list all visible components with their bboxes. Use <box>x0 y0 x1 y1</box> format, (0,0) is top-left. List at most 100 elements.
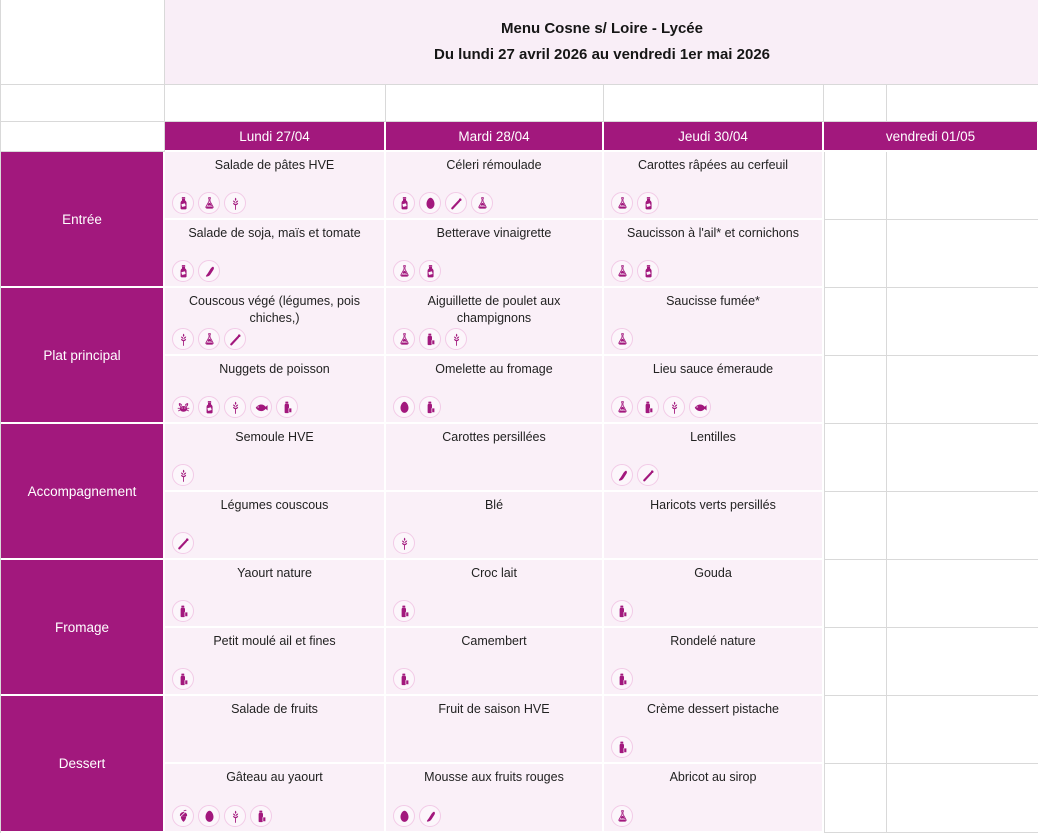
menu-item-text: Fruit de saison HVE <box>438 702 550 716</box>
empty-cell <box>604 85 824 122</box>
menu-cell: Saucisse fumée* SO₂ <box>604 288 824 356</box>
allergen-icons: SO₂ <box>611 192 659 214</box>
gluten-wheat-icon <box>224 805 246 827</box>
empty-cell <box>824 424 887 492</box>
menu-cell: Croc lait <box>386 560 604 628</box>
menu-cell: Petit moulé ail et fines <box>165 628 386 696</box>
sulfites-flask-icon: SO₂ <box>471 192 493 214</box>
fish-icon <box>250 396 272 418</box>
gluten-wheat-icon <box>224 192 246 214</box>
sulfites-flask-icon: SO₂ <box>611 192 633 214</box>
menu-item-text: Saucisson à l'ail* et cornichons <box>627 226 799 240</box>
milk-icon <box>611 600 633 622</box>
menu-cell: Saucisson à l'ail* et cornichons SO₂ <box>604 220 824 288</box>
menu-cell: Lieu sauce émeraude SO₂ <box>604 356 824 424</box>
allergen-icons: SO₂ <box>172 328 246 350</box>
allergen-icons <box>393 600 415 622</box>
soy-pod-icon <box>419 805 441 827</box>
empty-cell <box>824 220 887 288</box>
menu-cell: Salade de pâtes HVE SO₂ <box>165 152 386 220</box>
allergen-icons <box>611 600 633 622</box>
svg-text:SO₂: SO₂ <box>620 340 626 344</box>
day-header-spacer <box>1 122 165 152</box>
menu-cell: Céleri rémoulade SO₂ <box>386 152 604 220</box>
sulfites-flask-icon: SO₂ <box>393 328 415 350</box>
menu-item-text: Gâteau au yaourt <box>226 770 323 784</box>
mustard-bottle-icon <box>198 396 220 418</box>
category-label-accompagnement: Accompagnement <box>1 424 165 560</box>
allergen-icons <box>172 532 194 554</box>
day-header-lundi: Lundi 27/04 <box>165 122 386 152</box>
empty-cell <box>887 85 1038 122</box>
svg-text:SO₂: SO₂ <box>402 340 408 344</box>
svg-text:SO₂: SO₂ <box>207 340 213 344</box>
crab-icon <box>172 396 194 418</box>
sulfites-flask-icon: SO₂ <box>198 328 220 350</box>
sulfites-flask-icon: SO₂ <box>611 396 633 418</box>
menu-item-text: Camembert <box>461 634 527 648</box>
sulfites-flask-icon: SO₂ <box>198 192 220 214</box>
menu-item-text: Légumes couscous <box>220 498 329 512</box>
allergen-icons: SO₂ <box>611 260 659 282</box>
empty-cell <box>824 356 887 424</box>
menu-cell: Mousse aux fruits rouges <box>386 764 604 833</box>
menu-item-text: Lentilles <box>690 430 736 444</box>
menu-item-text: Yaourt nature <box>237 566 312 580</box>
menu-cell: Crème dessert pistache <box>604 696 824 764</box>
allergen-icons <box>393 532 415 554</box>
menu-title: Menu Cosne s/ Loire - Lycée <box>501 20 703 37</box>
fish-icon <box>689 396 711 418</box>
empty-cell <box>887 560 1038 628</box>
menu-cell: Nuggets de poisson <box>165 356 386 424</box>
allergen-icons: SO₂ <box>393 260 441 282</box>
menu-cell: Légumes couscous <box>165 492 386 560</box>
milk-icon <box>419 396 441 418</box>
menu-item-text: Nuggets de poisson <box>219 362 330 376</box>
menu-cell: Gâteau au yaourt <box>165 764 386 833</box>
allergen-icons <box>611 668 633 690</box>
svg-text:SO₂: SO₂ <box>620 817 626 821</box>
allergen-icons: SO₂ <box>611 328 633 350</box>
allergen-icons <box>172 260 220 282</box>
gluten-wheat-icon <box>172 464 194 486</box>
menu-item-text: Haricots verts persillés <box>650 498 776 512</box>
empty-cell <box>824 628 887 696</box>
empty-cell <box>887 696 1038 764</box>
menu-item-text: Rondelé nature <box>670 634 756 648</box>
allergen-icons <box>611 736 633 758</box>
menu-cell: Rondelé nature <box>604 628 824 696</box>
sulfites-flask-icon: SO₂ <box>611 805 633 827</box>
empty-cell <box>887 220 1038 288</box>
day-header-vendredi: vendredi 01/05 <box>824 122 1038 152</box>
sulfites-flask-icon: SO₂ <box>611 260 633 282</box>
empty-cell <box>386 85 604 122</box>
soy-pod-icon <box>198 260 220 282</box>
svg-text:SO₂: SO₂ <box>480 204 486 208</box>
mustard-bottle-icon <box>172 260 194 282</box>
allergen-icons <box>172 464 194 486</box>
menu-cell: Fruit de saison HVE <box>386 696 604 764</box>
allergen-icons <box>172 600 194 622</box>
menu-item-text: Carottes râpées au cerfeuil <box>637 158 789 172</box>
top-left-cell <box>1 0 165 85</box>
menu-item-text: Petit moulé ail et fines <box>213 634 336 648</box>
gluten-wheat-icon <box>393 532 415 554</box>
celery-icon <box>637 464 659 486</box>
gluten-wheat-icon <box>663 396 685 418</box>
egg-icon <box>393 805 415 827</box>
milk-icon <box>276 396 298 418</box>
menu-cell: Yaourt nature <box>165 560 386 628</box>
menu-item-text: Carottes persillées <box>442 430 546 444</box>
sulfites-flask-icon: SO₂ <box>611 328 633 350</box>
day-header-mardi: Mardi 28/04 <box>386 122 604 152</box>
milk-icon <box>172 600 194 622</box>
egg-icon <box>198 805 220 827</box>
allergen-icons: SO₂ <box>611 396 711 418</box>
mustard-bottle-icon <box>637 192 659 214</box>
menu-item-text: Betterave vinaigrette <box>436 226 552 240</box>
milk-icon <box>393 668 415 690</box>
empty-cell <box>824 492 887 560</box>
menu-cell: Salade de soja, maïs et tomate <box>165 220 386 288</box>
empty-cell <box>887 492 1038 560</box>
menu-cell: Semoule HVE <box>165 424 386 492</box>
